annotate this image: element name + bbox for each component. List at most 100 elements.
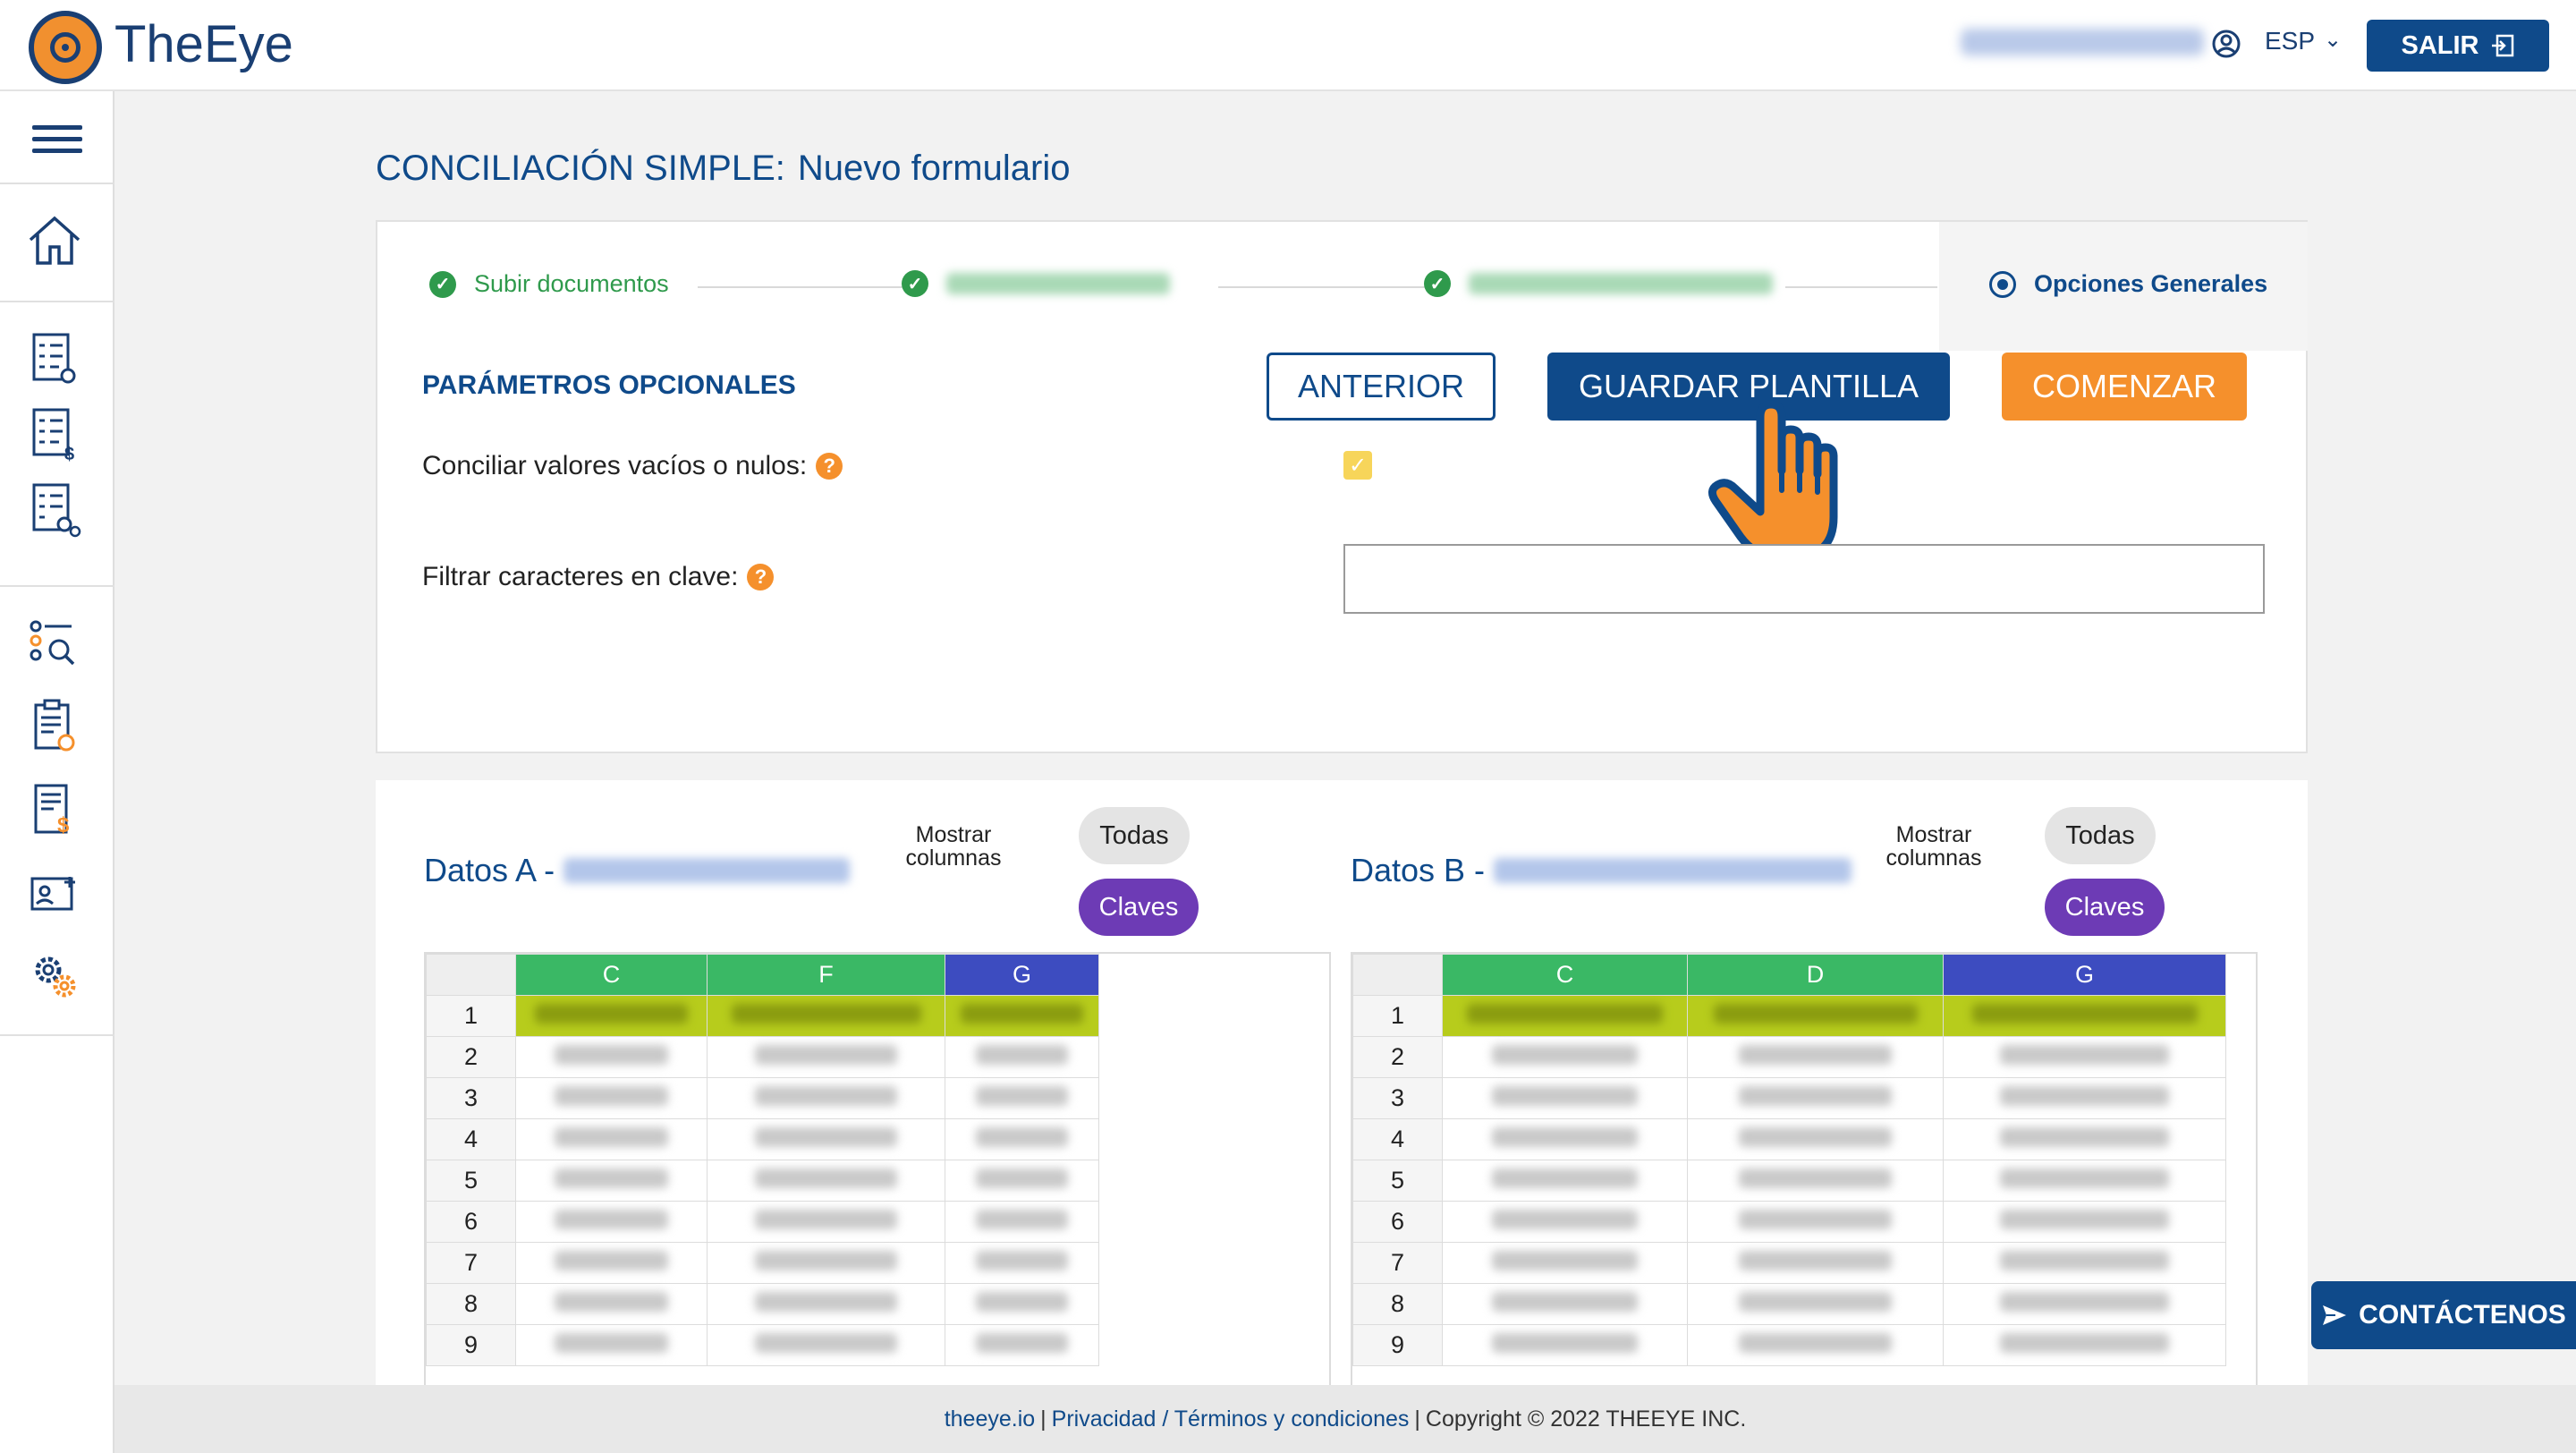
column-header[interactable]: G	[945, 954, 1099, 996]
table-cell[interactable]	[1943, 1160, 2226, 1202]
contact-us-button[interactable]: CONTÁCTENOS	[2311, 1281, 2576, 1349]
column-header[interactable]: C	[1442, 954, 1688, 996]
empty-values-checkbox[interactable]: ✓	[1343, 451, 1372, 480]
step-upload-documents[interactable]: ✓ Subir documentos	[429, 270, 669, 298]
footer-privacy-link[interactable]: Privacidad / Términos y condiciones	[1051, 1406, 1410, 1432]
step-document-b[interactable]: ✓	[1424, 270, 1773, 297]
table-cell[interactable]	[1943, 1283, 2226, 1325]
step-general-options[interactable]: Opciones Generales	[1989, 270, 2267, 298]
table-cell[interactable]	[945, 1324, 1099, 1366]
table-cell[interactable]	[945, 1118, 1099, 1160]
checklist-gear-icon[interactable]	[25, 329, 84, 388]
table-cell[interactable]	[515, 1118, 708, 1160]
data-b-sheet[interactable]: C D G 1 2 3 4 5 6 7 8 9	[1351, 952, 2258, 1389]
filter-chars-input[interactable]	[1343, 544, 2265, 614]
table-cell[interactable]	[1687, 1077, 1944, 1119]
table-cell[interactable]	[1442, 1242, 1688, 1284]
home-icon[interactable]	[25, 211, 84, 270]
checklist-settings-icon[interactable]	[25, 480, 84, 539]
table-cell[interactable]	[707, 1118, 945, 1160]
table-cell[interactable]	[1442, 1160, 1688, 1202]
gears-icon[interactable]	[25, 947, 84, 1006]
table-cell[interactable]	[1943, 1118, 2226, 1160]
table-cell[interactable]	[515, 1242, 708, 1284]
search-list-icon[interactable]	[25, 614, 84, 673]
footer-site-link[interactable]: theeye.io	[944, 1406, 1036, 1432]
table-cell[interactable]	[1442, 1283, 1688, 1325]
start-button[interactable]: COMENZAR	[2002, 353, 2247, 421]
table-cell[interactable]	[707, 1160, 945, 1202]
show-key-columns-button-a[interactable]: Claves	[1079, 879, 1199, 936]
table-cell[interactable]	[515, 995, 708, 1037]
row-number: 7	[1352, 1242, 1443, 1284]
table-cell[interactable]	[1943, 1242, 2226, 1284]
logout-button[interactable]: SALIR	[2367, 20, 2549, 72]
table-cell[interactable]	[1943, 1201, 2226, 1243]
table-cell[interactable]	[1442, 1077, 1688, 1119]
table-cell[interactable]	[707, 1036, 945, 1078]
step-document-a[interactable]: ✓	[902, 270, 1170, 297]
table-cell[interactable]	[515, 1160, 708, 1202]
footer-copyright: Copyright © 2022 THEEYE INC.	[1425, 1406, 1747, 1432]
table-cell[interactable]	[1943, 995, 2226, 1037]
table-cell[interactable]	[945, 1036, 1099, 1078]
table-cell[interactable]	[515, 1324, 708, 1366]
column-header[interactable]: C	[515, 954, 708, 996]
show-columns-label-b: Mostrar columnas	[1871, 823, 1996, 870]
table-cell[interactable]	[1687, 1324, 1944, 1366]
table-cell[interactable]	[1687, 1283, 1944, 1325]
column-header[interactable]: G	[1943, 954, 2226, 996]
table-cell[interactable]	[707, 1201, 945, 1243]
help-icon[interactable]: ?	[747, 564, 775, 591]
clipboard-check-icon[interactable]	[25, 696, 84, 755]
table-cell[interactable]	[1442, 1036, 1688, 1078]
table-cell[interactable]	[945, 1201, 1099, 1243]
table-cell[interactable]	[1442, 1324, 1688, 1366]
table-cell[interactable]	[945, 1283, 1099, 1325]
show-columns-line2: columnas	[905, 845, 1002, 871]
table-cell[interactable]	[1442, 1201, 1688, 1243]
show-all-columns-button-b[interactable]: Todas	[2045, 807, 2156, 864]
checklist-dollar-icon[interactable]: $	[25, 404, 84, 463]
help-icon[interactable]: ?	[816, 453, 843, 480]
brand-name[interactable]: TheEye	[114, 15, 293, 73]
table-cell[interactable]	[1687, 995, 1944, 1037]
table-cell[interactable]	[707, 1324, 945, 1366]
table-cell[interactable]	[1687, 1118, 1944, 1160]
table-cell[interactable]	[1943, 1036, 2226, 1078]
table-cell[interactable]	[1687, 1201, 1944, 1243]
table-cell[interactable]	[1442, 1118, 1688, 1160]
invoice-dollar-icon[interactable]: $	[25, 780, 84, 839]
table-cell[interactable]	[945, 995, 1099, 1037]
hamburger-menu-icon[interactable]	[32, 125, 82, 157]
table-cell[interactable]	[515, 1077, 708, 1119]
table-cell[interactable]	[707, 995, 945, 1037]
user-card-icon[interactable]	[25, 864, 84, 923]
theeye-logo-icon[interactable]	[29, 11, 102, 84]
table-cell[interactable]	[515, 1036, 708, 1078]
save-template-button[interactable]: GUARDAR PLANTILLA	[1547, 353, 1950, 421]
table-cell[interactable]	[515, 1283, 708, 1325]
previous-button[interactable]: ANTERIOR	[1267, 353, 1496, 421]
language-selector[interactable]: ESP	[2265, 27, 2316, 55]
table-cell[interactable]	[945, 1160, 1099, 1202]
chevron-down-icon[interactable]: ⌄	[2324, 28, 2343, 52]
table-cell[interactable]	[515, 1201, 708, 1243]
table-cell[interactable]	[1943, 1324, 2226, 1366]
table-cell[interactable]	[1687, 1242, 1944, 1284]
column-header[interactable]: D	[1687, 954, 1944, 996]
table-cell[interactable]	[1442, 995, 1688, 1037]
table-cell[interactable]	[1687, 1036, 1944, 1078]
column-header[interactable]: F	[707, 954, 945, 996]
user-account-icon[interactable]	[2211, 29, 2241, 59]
show-all-columns-button-a[interactable]: Todas	[1079, 807, 1190, 864]
data-a-sheet[interactable]: C F G 1 2 3 4 5 6 7 8 9	[424, 952, 1331, 1389]
table-cell[interactable]	[707, 1077, 945, 1119]
table-cell[interactable]	[707, 1242, 945, 1284]
table-cell[interactable]	[707, 1283, 945, 1325]
table-cell[interactable]	[945, 1077, 1099, 1119]
table-cell[interactable]	[1687, 1160, 1944, 1202]
table-cell[interactable]	[945, 1242, 1099, 1284]
show-key-columns-button-b[interactable]: Claves	[2045, 879, 2165, 936]
table-cell[interactable]	[1943, 1077, 2226, 1119]
